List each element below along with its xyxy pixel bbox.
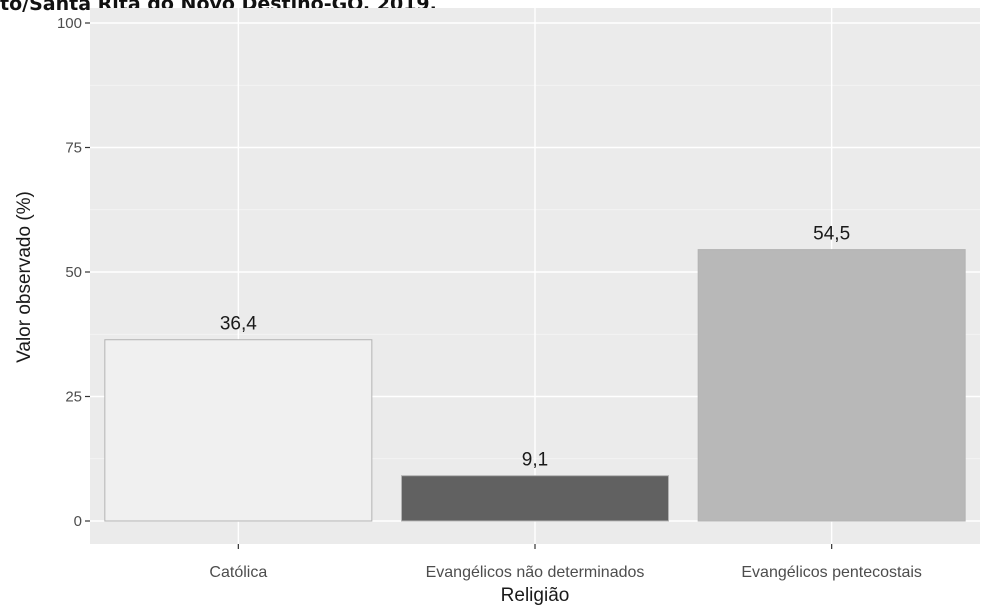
bar-value-label: 36,4 bbox=[220, 314, 257, 335]
bar-value-label: 54,5 bbox=[813, 224, 850, 245]
bar bbox=[698, 250, 965, 521]
bar bbox=[105, 340, 372, 521]
x-axis-title: Religião bbox=[501, 585, 570, 606]
x-tick-label: Evangélicos pentecostais bbox=[741, 564, 922, 581]
y-tick-label: 0 bbox=[74, 513, 82, 530]
x-tick-label: Evangélicos não determinados bbox=[426, 564, 645, 581]
x-tick-label: Católica bbox=[209, 564, 267, 581]
y-axis-title: Valor observado (%) bbox=[14, 191, 35, 363]
y-tick-label: 100 bbox=[57, 15, 82, 32]
bar-value-label: 9,1 bbox=[522, 450, 548, 471]
y-tick-label: 75 bbox=[65, 140, 82, 157]
y-tick-label: 50 bbox=[65, 264, 82, 281]
bar bbox=[402, 476, 669, 521]
y-tick-label: 25 bbox=[65, 389, 82, 406]
